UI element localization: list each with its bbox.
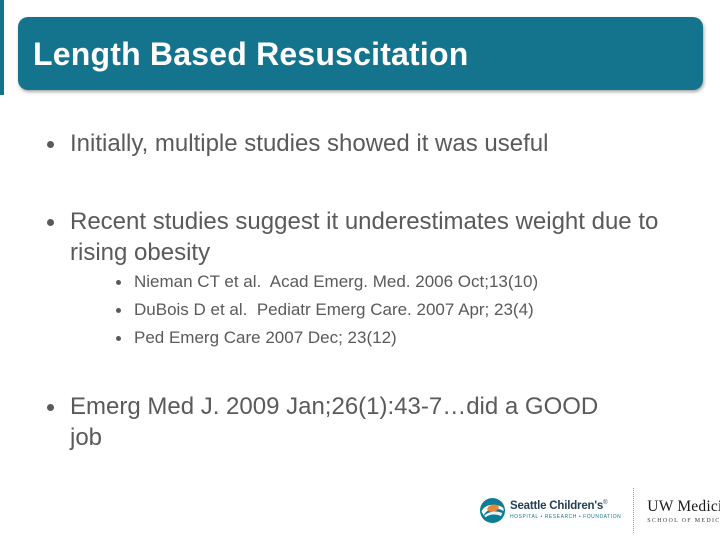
bullet-item: Initially, multiple studies showed it wa… [42, 128, 682, 159]
registered-trademark-symbol: ® [603, 500, 608, 507]
citation-item: Ped Emerg Care 2007 Dec; 23(12) [112, 324, 672, 352]
bullet-dot [42, 391, 70, 453]
seattle-childrens-wordmark: Seattle Children's [510, 500, 604, 512]
citation-item: DuBois D et al. Pediatr Emerg Care. 2007… [112, 296, 672, 324]
bullet-item: Emerg Med J. 2009 Jan;26(1):43-7…did a G… [42, 391, 612, 453]
bullet-text: Emerg Med J. 2009 Jan;26(1):43-7…did a G… [70, 393, 605, 451]
citation-text: Nieman CT et al. Acad Emerg. Med. 2006 O… [134, 272, 539, 291]
seattle-childrens-name: Seattle Children's® [510, 500, 621, 512]
bullet-text: Recent studies suggest it underestimates… [70, 208, 666, 266]
footer-logos: Seattle Children's® HOSPITAL • RESEARCH … [480, 486, 720, 534]
uw-medicine-logo: UW Medicine SCHOOL OF MEDICINE [647, 496, 720, 524]
slide-title: Length Based Resuscitation [33, 36, 469, 72]
bullet-text: Initially, multiple studies showed it wa… [70, 130, 549, 157]
seattle-childrens-text: Seattle Children's® HOSPITAL • RESEARCH … [510, 500, 621, 520]
seattle-childrens-tagline: HOSPITAL • RESEARCH • FOUNDATION [510, 514, 622, 520]
bullet-dot [42, 128, 70, 159]
seattle-childrens-logo: Seattle Children's® HOSPITAL • RESEARCH … [480, 497, 621, 523]
uw-medicine-subtitle: SCHOOL OF MEDICINE [647, 518, 720, 524]
citation-text: Ped Emerg Care 2007 Dec; 23(12) [134, 328, 397, 347]
bullet-item: Recent studies suggest it underestimates… [42, 206, 690, 268]
uw-medicine-wordmark: UW Medicine [647, 498, 720, 515]
bullet-dot [42, 206, 70, 268]
bullet-dot [112, 268, 134, 296]
seattle-childrens-wave-icon [480, 497, 505, 523]
citation-item: Nieman CT et al. Acad Emerg. Med. 2006 O… [112, 268, 672, 296]
bullet-dot [112, 296, 134, 324]
citation-list: Nieman CT et al. Acad Emerg. Med. 2006 O… [112, 268, 672, 352]
left-edge-accent-bar [0, 0, 4, 95]
logo-divider [633, 487, 635, 533]
citation-text: DuBois D et al. Pediatr Emerg Care. 2007… [134, 300, 534, 319]
slide-title-banner: Length Based Resuscitation [18, 17, 703, 90]
bullet-dot [112, 324, 134, 352]
